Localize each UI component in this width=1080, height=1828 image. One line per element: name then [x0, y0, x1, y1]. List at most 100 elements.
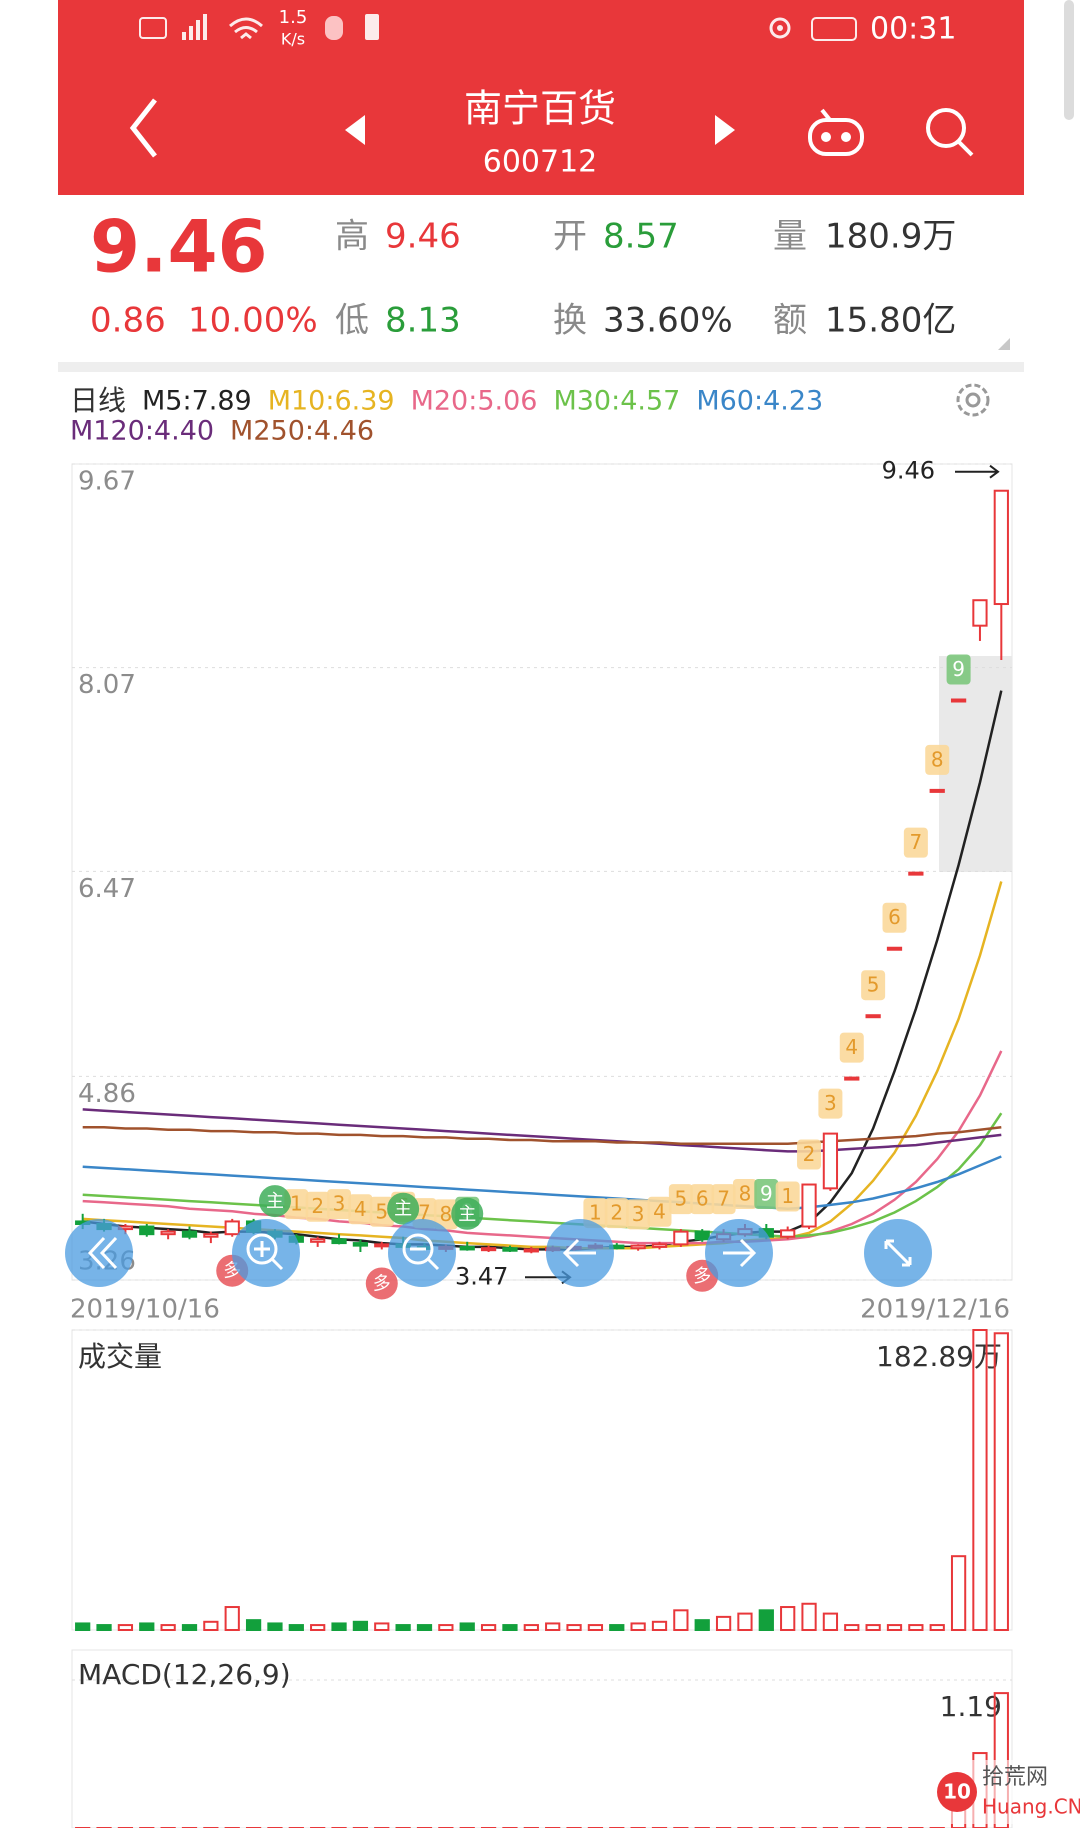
bar: [160, 1624, 176, 1631]
bar: [75, 1622, 91, 1632]
td-label: 1: [589, 1201, 602, 1225]
zoom-out-button[interactable]: [388, 1219, 456, 1287]
signal-label: 主: [394, 1199, 412, 1220]
bar: [993, 1332, 1009, 1632]
candle-body: [352, 1242, 369, 1247]
watermark-logo: 10: [943, 1780, 971, 1804]
expand-corner[interactable]: [998, 338, 1010, 350]
signal-badge: [258, 1185, 291, 1218]
bar: [822, 1612, 839, 1631]
fullscreen-button[interactable]: [864, 1219, 932, 1287]
scroll-start-button[interactable]: [65, 1219, 133, 1287]
status-icons: [139, 14, 857, 41]
td-label: 2: [311, 1194, 324, 1218]
high-label: 高: [335, 217, 369, 257]
td-tag: [839, 1032, 864, 1063]
candle-body: [844, 1076, 860, 1081]
signal-badge: [365, 1267, 398, 1300]
td-label: 9: [760, 1181, 773, 1205]
bar: [96, 1624, 112, 1631]
td-tag: [925, 744, 950, 775]
candle-body: [780, 1229, 796, 1238]
net-speed-unit: K/s: [281, 30, 305, 49]
watermark: 10 拾荒网 Huang.CN: [930, 1760, 1080, 1824]
stock-code: 600712: [483, 145, 598, 180]
chart-buttons: [65, 1219, 932, 1287]
td-tag: [818, 1088, 843, 1119]
high-arrow: [955, 464, 1000, 479]
signal-label: 主: [266, 1191, 284, 1212]
td-tag: [882, 902, 907, 933]
bar: [715, 1615, 732, 1631]
candle-body: [374, 1243, 390, 1248]
bar: [694, 1619, 710, 1631]
bar: [502, 1624, 518, 1631]
zoom-in-button[interactable]: [232, 1219, 300, 1287]
bar: [245, 1619, 262, 1631]
macd-panel: [71, 1649, 1013, 1828]
next-stock[interactable]: [715, 115, 735, 145]
y-tick-label: 8.07: [78, 670, 136, 700]
td-label: 7: [418, 1201, 431, 1225]
y-tick-label: 182.89万: [876, 1340, 1002, 1373]
price-change: 0.86: [90, 301, 166, 341]
search-button[interactable]: [926, 108, 974, 157]
td-tag: [690, 1184, 715, 1215]
legend-entry: M5:7.89: [142, 386, 252, 417]
price-change-pct: 10.00%: [188, 301, 318, 341]
move-right-button[interactable]: [705, 1219, 773, 1287]
ma-line: [82, 1125, 1002, 1146]
highlight-zone: [939, 656, 1012, 872]
td-label: 2: [610, 1201, 623, 1225]
turnover-label: 换: [553, 301, 587, 341]
robot-button[interactable]: [808, 108, 864, 156]
bar: [950, 1555, 967, 1632]
candle-body: [673, 1230, 689, 1246]
y-tick-label: 4.86: [78, 1079, 136, 1109]
app-header: [58, 0, 1024, 195]
move-left-button[interactable]: [546, 1219, 614, 1287]
candle-body: [950, 698, 967, 703]
settings-button[interactable]: [956, 383, 990, 417]
bar: [972, 1329, 988, 1631]
amount-value: 15.80亿: [825, 301, 956, 341]
ma-line: [82, 1050, 1003, 1245]
back-button[interactable]: [129, 98, 157, 158]
last-price: 9.46: [90, 205, 268, 289]
prev-stock[interactable]: [345, 115, 365, 145]
td-label: 5: [375, 1199, 388, 1223]
candle-body: [523, 1248, 539, 1253]
low-value: 8.13: [385, 301, 461, 341]
candle-body: [331, 1238, 347, 1245]
bar: [374, 1622, 390, 1632]
td-tag: [797, 1139, 822, 1170]
legend-entry: M20:5.06: [411, 386, 538, 417]
bar: [459, 1622, 475, 1632]
volume-title: 成交量: [78, 1340, 162, 1373]
low-mark: 3.47: [455, 1262, 508, 1290]
td-tag: [604, 1198, 629, 1229]
candle-body: [224, 1220, 240, 1236]
td-label: 4: [653, 1199, 666, 1223]
watermark-name: 拾荒网: [982, 1765, 1048, 1790]
bar: [545, 1622, 561, 1632]
candle-body: [694, 1230, 710, 1241]
td-label: 8: [739, 1181, 752, 1205]
td-tag: [946, 654, 971, 685]
td-tag: [732, 1178, 757, 1209]
candle-body: [310, 1238, 326, 1243]
bar: [587, 1624, 604, 1631]
td-tag: [903, 827, 928, 858]
candle-body: [502, 1247, 518, 1252]
legend-entry: M250:4.46: [230, 416, 374, 447]
signal-badge: [451, 1197, 484, 1230]
bar: [310, 1624, 326, 1631]
turnover-value: 33.60%: [603, 301, 733, 341]
candle-body: [972, 599, 988, 627]
candle-body: [929, 788, 945, 793]
bar: [630, 1622, 646, 1632]
td-tag: [861, 970, 886, 1001]
td-tag: [305, 1191, 330, 1222]
td-label: 1: [781, 1184, 794, 1208]
net-speed: 1.5: [279, 7, 308, 28]
